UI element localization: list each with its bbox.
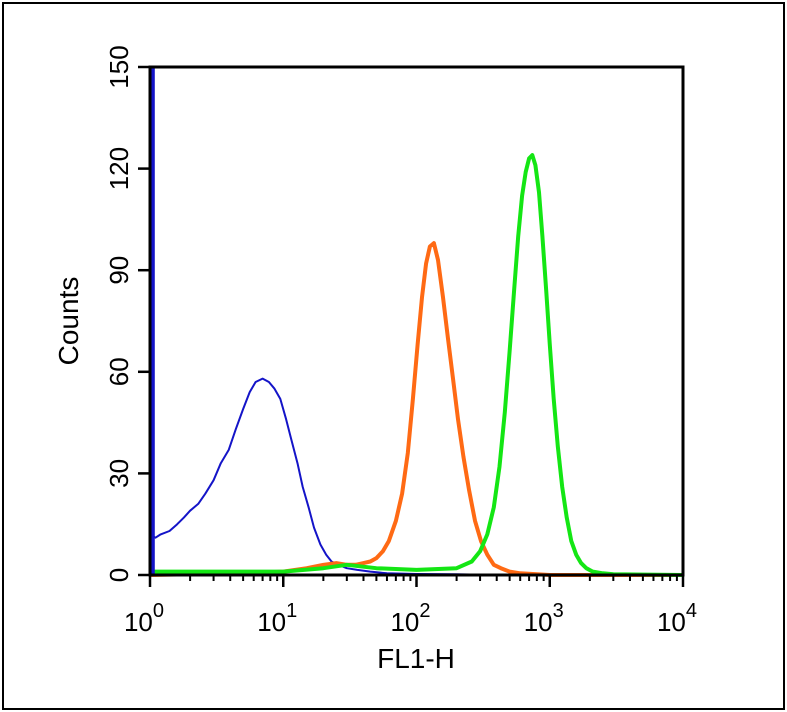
y-axis-ticks: 0 30 60 90 120 150 <box>104 45 150 582</box>
y-tick-label: 90 <box>104 256 134 285</box>
x-axis-title: FL1-H <box>377 643 455 674</box>
x-tick-label: 102 <box>390 600 430 637</box>
histogram-series-3 <box>150 153 684 577</box>
y-axis-title: Counts <box>53 277 84 366</box>
histogram-series-1 <box>149 377 497 576</box>
y-tick-label: 60 <box>104 357 134 386</box>
histogram-series-2 <box>149 241 683 577</box>
histogram-curves <box>149 67 684 577</box>
y-tick-label: 120 <box>104 147 134 190</box>
y-tick-label: 0 <box>104 568 134 582</box>
x-tick-label: 100 <box>124 600 164 637</box>
y-tick-label: 150 <box>104 45 134 88</box>
x-tick-label: 103 <box>524 600 564 637</box>
plot-area <box>148 65 685 577</box>
y-tick-label: 30 <box>104 459 134 488</box>
x-tick-label: 104 <box>657 600 697 637</box>
x-tick-label: 101 <box>257 600 297 637</box>
x-axis-ticks: 100 101 102 103 104 <box>124 575 697 637</box>
